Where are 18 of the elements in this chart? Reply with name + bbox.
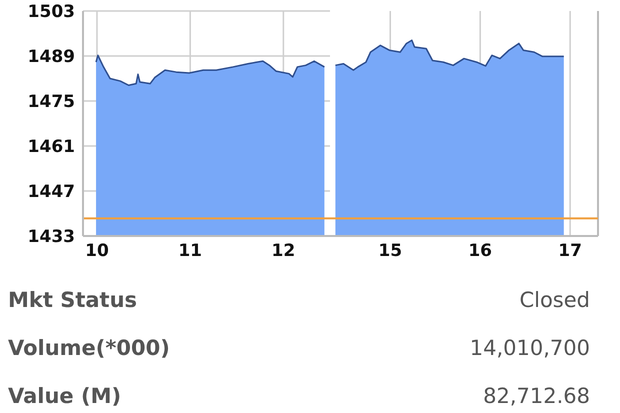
y-tick-label: 1447 (28, 182, 75, 202)
text: Closed (519, 288, 590, 312)
y-tick-label: 1489 (28, 47, 75, 68)
text: Value (M) (8, 384, 122, 408)
x-tick-label: 17 (558, 241, 582, 262)
x-tick-label: 10 (85, 241, 109, 262)
y-tick-label: 1461 (28, 137, 75, 158)
x-tick-label: 11 (178, 241, 202, 262)
y-tick-label: 1475 (28, 92, 75, 112)
text: Volume(*000) (8, 336, 170, 360)
y-tick-label: 1503 (28, 2, 75, 22)
x-tick-label: 15 (378, 241, 402, 262)
x-tick-label: 16 (468, 241, 492, 262)
text: Mkt Status (8, 288, 138, 312)
x-tick-label: 12 (272, 241, 296, 262)
y-tick-label: 1433 (28, 227, 75, 248)
text: 82,712.68 (483, 384, 590, 408)
text: 14,010,700 (470, 336, 590, 360)
